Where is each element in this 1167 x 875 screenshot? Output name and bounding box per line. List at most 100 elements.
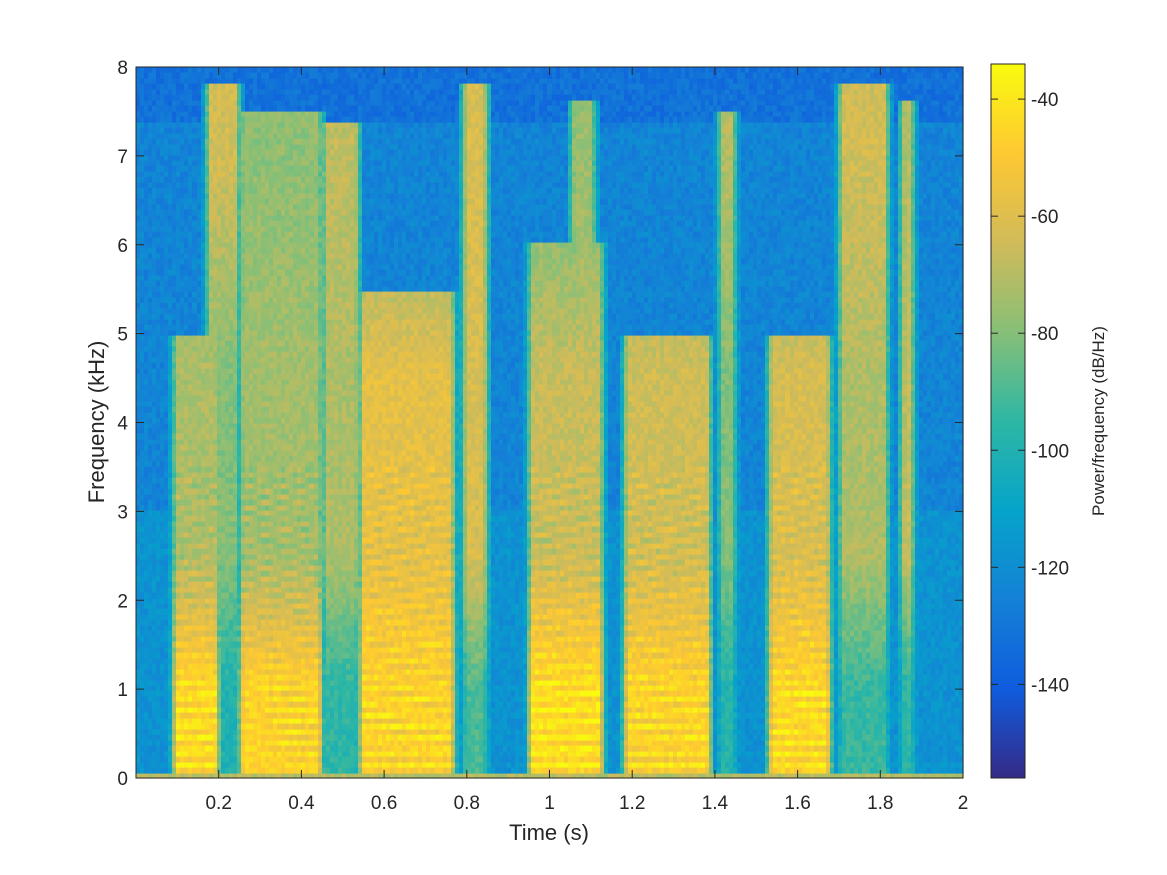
spectrogram-cell <box>249 734 254 741</box>
spectrogram-cell <box>197 280 202 287</box>
spectrogram-cell <box>148 116 153 123</box>
spectrogram-cell <box>144 444 149 451</box>
spectrogram-cell <box>172 461 177 467</box>
spectrogram-cell <box>188 751 193 757</box>
spectrogram-cell <box>249 603 254 609</box>
spectrogram-cell <box>213 67 218 73</box>
spectrogram-cell <box>136 461 141 467</box>
spectrogram-cell <box>237 598 242 604</box>
spectrogram-cell <box>144 116 149 123</box>
spectrogram-cell <box>269 477 274 484</box>
spectrogram-cell <box>225 685 230 691</box>
spectrogram-cell <box>156 242 161 248</box>
spectrogram-cell <box>225 253 230 259</box>
spectrogram-cell <box>197 543 202 549</box>
spectrogram-cell <box>148 412 153 418</box>
spectrogram-cell <box>269 231 274 238</box>
spectrogram-cell <box>188 554 193 560</box>
spectrogram-cell <box>152 433 157 440</box>
spectrogram-cell <box>148 701 153 708</box>
spectrogram-cell <box>225 466 230 473</box>
spectrogram-cell <box>273 357 278 363</box>
spectrogram-cell <box>265 680 270 686</box>
spectrogram-cell <box>253 515 258 522</box>
spectrogram-cell <box>152 379 157 385</box>
spectrogram-cell <box>140 483 145 489</box>
spectrogram-cell <box>277 559 282 566</box>
spectrogram-cell <box>156 762 161 768</box>
spectrogram-cell <box>229 160 234 166</box>
spectrogram-cell <box>277 723 282 730</box>
spectrogram-cell <box>253 461 258 467</box>
spectrogram-cell <box>241 116 246 123</box>
spectrogram-cell <box>229 658 234 664</box>
spectrogram-cell <box>168 417 173 424</box>
spectrogram-cell <box>136 576 141 582</box>
spectrogram-cell <box>245 423 250 429</box>
spectrogram-cell <box>156 176 161 183</box>
spectrogram-cell <box>233 444 238 451</box>
spectrogram-cell <box>221 94 226 101</box>
spectrogram-cell <box>229 406 234 413</box>
spectrogram-cell <box>168 351 173 358</box>
spectrogram-cell <box>253 171 258 177</box>
spectrogram-cell <box>277 231 282 238</box>
spectrogram-cell <box>217 762 222 768</box>
spectrogram-cell <box>168 608 173 615</box>
spectrogram-cell <box>261 127 266 134</box>
spectrogram-cell <box>176 165 181 172</box>
spectrogram-cell <box>253 165 258 172</box>
spectrogram-cell <box>213 532 218 538</box>
spectrogram-cell <box>136 740 141 746</box>
spectrogram-cell <box>144 291 149 298</box>
spectrogram-cell <box>249 723 254 730</box>
spectrogram-cell <box>205 636 210 642</box>
spectrogram-cell <box>277 587 282 593</box>
spectrogram-cell <box>265 499 270 506</box>
spectrogram-cell <box>269 373 274 380</box>
spectrogram-cell <box>265 111 270 117</box>
spectrogram-cell <box>269 176 274 183</box>
spectrogram-cell <box>144 477 149 484</box>
spectrogram-cell <box>221 614 226 620</box>
spectrogram-cell <box>172 390 177 396</box>
spectrogram-cell <box>184 543 189 549</box>
spectrogram-cell <box>209 384 214 391</box>
spectrogram-cell <box>233 587 238 593</box>
spectrogram-cell <box>253 116 258 123</box>
spectrogram-cell <box>261 532 266 538</box>
spectrogram-cell <box>217 395 222 402</box>
spectrogram-cell <box>140 379 145 385</box>
spectrogram-cell <box>188 258 193 265</box>
spectrogram-cell <box>168 614 173 620</box>
spectrogram-cell <box>289 537 294 544</box>
spectrogram-cell <box>188 264 193 270</box>
spectrogram-cell <box>152 357 157 363</box>
spectrogram-cell <box>136 641 141 648</box>
spectrogram-cell <box>148 488 153 495</box>
spectrogram-cell <box>281 652 286 659</box>
spectrogram-cell <box>192 707 198 713</box>
spectrogram-cell <box>140 488 145 495</box>
spectrogram-cell <box>201 78 206 84</box>
spectrogram-cell <box>277 330 282 336</box>
spectrogram-cell <box>201 72 206 79</box>
spectrogram-cell <box>217 176 222 183</box>
spectrogram-cell <box>269 182 274 188</box>
spectrogram-cell <box>277 712 282 719</box>
spectrogram-cell <box>273 149 278 156</box>
spectrogram-cell <box>237 182 242 188</box>
spectrogram-cell <box>164 450 169 456</box>
spectrogram-cell <box>180 280 185 287</box>
spectrogram-cell <box>257 220 262 227</box>
spectrogram-cell <box>213 696 218 702</box>
spectrogram-cell <box>180 444 185 451</box>
spectrogram-cell <box>277 690 282 697</box>
spectrogram-cell <box>265 685 270 691</box>
spectrogram-cell <box>249 247 254 254</box>
spectrogram-cell <box>237 160 242 166</box>
spectrogram-cell <box>156 669 161 675</box>
spectrogram-cell <box>188 526 193 533</box>
spectrogram-cell <box>140 592 145 599</box>
spectrogram-cell <box>237 466 242 473</box>
